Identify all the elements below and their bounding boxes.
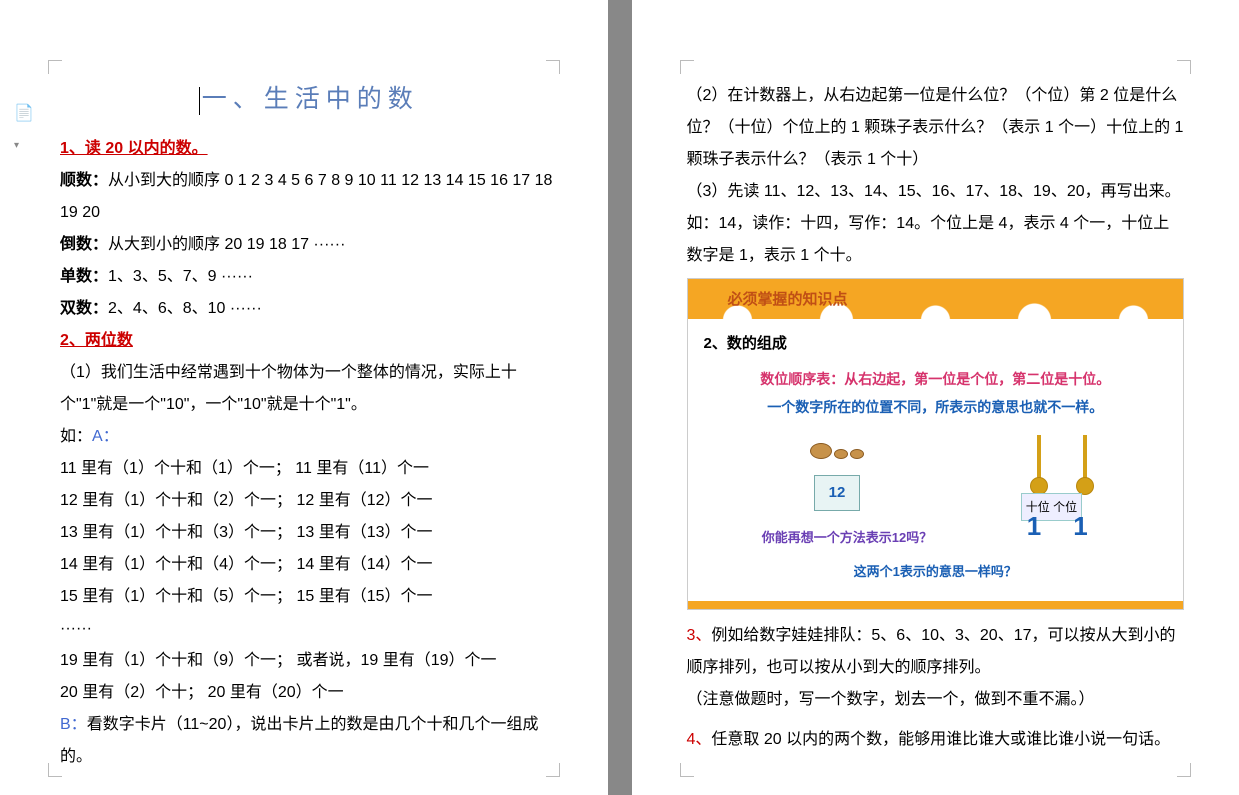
- page-left: 📄▾ 一、生活中的数 1、读 20 以内的数。 顺数：从小到大的顺序 0 1 2…: [0, 0, 608, 795]
- decomp-line: 13 里有（1）个十和（3）个一； 13 里有（13）个一: [60, 517, 558, 549]
- ru-line: 如：A：: [60, 421, 558, 453]
- decomp-line: ······: [60, 613, 558, 645]
- crop-corner: [1177, 763, 1191, 777]
- kb-title: 必须掌握的知识点: [688, 279, 1184, 315]
- kb-sub: 2、数的组成: [704, 329, 1168, 359]
- page-title: 一、生活中的数: [60, 75, 558, 125]
- crop-corner: [1177, 60, 1191, 74]
- b-text: 看数字卡片（11~20），说出卡片上的数是由几个十和几个一组成的。: [60, 716, 538, 765]
- item-4-text: 任意取 20 以内的两个数，能够用谁比谁大或谁比谁小说一句话。: [711, 731, 1170, 748]
- kb-header: 必须掌握的知识点: [688, 279, 1184, 319]
- dan-line: 单数：1、3、5、7、9 ······: [60, 261, 558, 293]
- title-text: 一、生活中的数: [202, 86, 419, 113]
- shuang-label: 双数：: [60, 300, 108, 317]
- kb-rule-2: 一个数字所在的位置不同，所表示的意思也就不一样。: [704, 393, 1168, 421]
- crop-corner: [546, 60, 560, 74]
- text-cursor: [199, 87, 200, 115]
- crop-corner: [546, 763, 560, 777]
- a-label: A：: [92, 428, 119, 445]
- heading-1: 1、读 20 以内的数。: [60, 133, 558, 165]
- num-4: 4、: [687, 731, 712, 748]
- crop-corner: [680, 763, 694, 777]
- shun-text: 从小到大的顺序 0 1 2 3 4 5 6 7 8 9 10 11 12 13 …: [60, 172, 552, 221]
- crop-corner: [48, 763, 62, 777]
- dao-text: 从大到小的顺序 20 19 18 17 ······: [108, 236, 345, 253]
- item-3-note: （注意做题时，写一个数字，划去一个，做到不重不漏。）: [687, 684, 1185, 716]
- decomp-line: 19 里有（1）个十和（9）个一； 或者说，19 里有（19）个一: [60, 645, 558, 677]
- heading-2-text: 2、两位数: [60, 332, 133, 349]
- kb-left-col: 12 你能再想一个方法表示12吗？: [742, 435, 932, 551]
- item-3: 3、例如给数字娃娃排队：5、6、10、3、20、17，可以按从大到小的顺序排列，…: [687, 620, 1185, 684]
- item-4: 4、任意取 20 以内的两个数，能够用谁比谁大或谁比谁小说一句话。: [687, 724, 1185, 756]
- spacer: [687, 716, 1185, 724]
- ru-label: 如：: [60, 428, 92, 445]
- kb-rule-1: 数位顺序表：从右边起，第一位是个位，第二位是十位。: [704, 365, 1168, 393]
- dan-text: 1、3、5、7、9 ······: [108, 268, 253, 285]
- digit-one: 1: [1073, 513, 1087, 539]
- decomp-line: 12 里有（1）个十和（2）个一； 12 里有（12）个一: [60, 485, 558, 517]
- right-p3: 如：14，读作：十四，写作：14。个位上是 4，表示 4 个一，十位上数字是 1…: [687, 208, 1185, 272]
- b-line: B：看数字卡片（11~20），说出卡片上的数是由几个十和几个一组成的。: [60, 709, 558, 773]
- number-12-box: 12: [814, 475, 861, 511]
- shun-label: 顺数：: [60, 172, 108, 189]
- dao-label: 倒数：: [60, 236, 108, 253]
- decomp-line: 11 里有（1）个十和（1）个一； 11 里有（11）个一: [60, 453, 558, 485]
- knowledge-box: 必须掌握的知识点 2、数的组成 数位顺序表：从右边起，第一位是个位，第二位是十位…: [687, 278, 1185, 610]
- digit-one: 1: [1027, 513, 1041, 539]
- shuang-line: 双数：2、4、6、8、10 ······: [60, 293, 558, 325]
- b-label: B：: [60, 716, 87, 733]
- beans-icon: [742, 435, 932, 471]
- kb-question-2: 这两个1表示的意思一样吗？: [704, 559, 1168, 585]
- crop-corner: [48, 60, 62, 74]
- item-3-text: 例如给数字娃娃排队：5、6、10、3、20、17，可以按从大到小的顺序排列，也可…: [687, 627, 1176, 676]
- document-icon: 📄▾: [14, 98, 32, 118]
- decomp-line: 15 里有（1）个十和（5）个一； 15 里有（15）个一: [60, 581, 558, 613]
- shuang-text: 2、4、6、8、10 ······: [108, 300, 262, 317]
- p2-1: （1）我们生活中经常遇到十个物体为一个整体的情况，实际上十个"1"就是一个"10…: [60, 357, 558, 421]
- heading-1-text: 1、读 20 以内的数。: [60, 140, 208, 157]
- kb-visual: 12 你能再想一个方法表示12吗？ 十位 个位 1 1: [704, 431, 1168, 551]
- decomp-line: 14 里有（1）个十和（4）个一； 14 里有（14）个一: [60, 549, 558, 581]
- dao-line: 倒数：从大到小的顺序 20 19 18 17 ······: [60, 229, 558, 261]
- right-p2: （3）先读 11、12、13、14、15、16、17、18、19、20，再写出来…: [687, 176, 1185, 208]
- kb-right-col: 十位 个位 1 1: [989, 435, 1129, 525]
- decomp-line: 20 里有（2）个十； 20 里有（20）个一: [60, 677, 558, 709]
- kb-question-1: 你能再想一个方法表示12吗？: [742, 525, 932, 551]
- kb-footer-bar: [688, 601, 1184, 609]
- page-gap: [612, 0, 628, 795]
- dan-label: 单数：: [60, 268, 108, 285]
- num-3: 3、: [687, 627, 712, 644]
- kb-body: 2、数的组成 数位顺序表：从右边起，第一位是个位，第二位是十位。 一个数字所在的…: [688, 319, 1184, 595]
- right-p1: （2）在计数器上，从右边起第一位是什么位？（个位）第 2 位是什么位？（十位）个…: [687, 80, 1185, 176]
- big-ones: 1 1: [1027, 513, 1088, 539]
- shun-line: 顺数：从小到大的顺序 0 1 2 3 4 5 6 7 8 9 10 11 12 …: [60, 165, 558, 229]
- heading-2: 2、两位数: [60, 325, 558, 357]
- crop-corner: [680, 60, 694, 74]
- page-right: （2）在计数器上，从右边起第一位是什么位？（个位）第 2 位是什么位？（十位）个…: [632, 0, 1239, 795]
